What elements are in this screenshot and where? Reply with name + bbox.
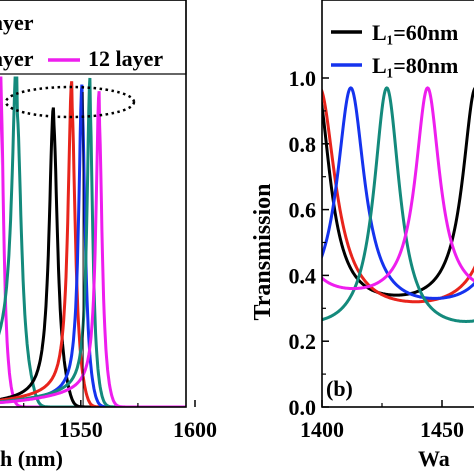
panel-b-xtick-label-2: 1450	[420, 417, 464, 442]
panel-a-legend-label-1: ayer	[0, 10, 34, 35]
panel-b-ytick-label-1: 0.0	[289, 395, 317, 420]
panel-a-series-line-3	[0, 107, 186, 407]
panel-b-legend-label-2: L₁=80nm	[372, 53, 458, 78]
panel-a-xlabel: h (nm)	[0, 446, 63, 471]
panel-b-axes-frame	[321, 0, 474, 408]
panel-a-xtick-label-1: 1550	[59, 417, 103, 442]
panel-b-legend-box	[322, 0, 474, 72]
panel-b-series-line-4	[322, 86, 474, 323]
panel-a-axes-frame	[0, 0, 187, 408]
panel-a-series-line-4	[0, 81, 186, 407]
panel-b-series-line-3	[322, 86, 474, 300]
panel-a-legend-label-2: ayer	[0, 46, 34, 71]
panel-b-xlabel: Wa	[418, 446, 450, 471]
panel-b-ylabel: Transmission	[250, 184, 276, 321]
panel-a-series-line-7	[0, 91, 186, 407]
panel-a-series-line-1	[0, 76, 186, 407]
panel-b-ytick-label-2: 0.2	[289, 329, 317, 354]
panel-a-legend-label-3: 12 layer	[88, 46, 163, 71]
panel-a-xtick-label-2: 1600	[173, 417, 217, 442]
panel-b-ytick-label-3: 0.4	[289, 263, 317, 288]
panel-b-panel-label: (b)	[326, 376, 353, 401]
panel-a-legend-box	[0, 0, 187, 75]
panel-b-ytick-label-4: 0.6	[289, 198, 317, 223]
panel-b-ytick-label-6: 1.0	[289, 66, 317, 91]
panel-a: ayer ayer 12 layer 1550 1600 h (nm)	[0, 0, 217, 471]
panel-b-series-line-5	[322, 86, 474, 291]
panel-b-xtick-label-1: 1400	[300, 417, 344, 442]
panel-b-ytick-label-5: 0.8	[289, 132, 317, 157]
panel-b-series-line-2	[322, 87, 474, 304]
panel-a-series-line-2	[0, 76, 186, 407]
panel-b: L₁=60nm L₁=80nm 0.0 0.2 0.4 0.6 0.8 1.0 1400 145…	[250, 0, 474, 471]
panel-a-highlight-ellipse	[4, 85, 136, 119]
panel-b-legend-label-1: L₁=60nm	[372, 20, 458, 45]
